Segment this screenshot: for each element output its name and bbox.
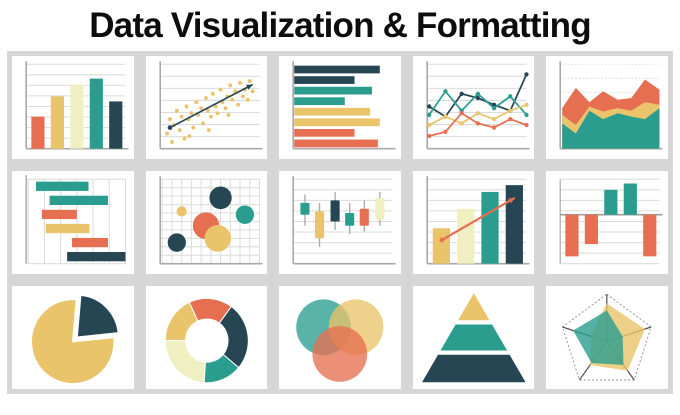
bar-chart-svg (25, 61, 129, 150)
pie-chart-svg (30, 294, 120, 385)
pyramid-chart-svg (420, 291, 527, 384)
bubble-chart-svg (158, 176, 263, 265)
thumbnail-line-chart (412, 56, 535, 159)
thumbnail-bubble-chart (145, 171, 268, 274)
thumbnail-trend-bar-chart (412, 171, 535, 274)
radar-chart-svg (562, 293, 653, 381)
thumbnail-candlestick-chart (279, 171, 401, 274)
title-bar: Data Visualization & Formatting (0, 6, 680, 46)
thumbnail-pyramid-chart (412, 286, 535, 389)
trendbar-chart-svg (426, 176, 530, 265)
thumbnail-pie-chart (12, 286, 134, 389)
candlestick-chart-svg (292, 176, 396, 265)
thumbnail-scatter-plot (145, 56, 268, 159)
area-chart-svg (559, 61, 663, 150)
thumbnail-radar-chart (546, 286, 668, 389)
thumbnail-bar-chart (12, 56, 134, 159)
thumbnail-donut-chart (145, 286, 268, 389)
line-chart-svg (426, 61, 530, 150)
thumbnail-venn-diagram (279, 286, 401, 389)
chart-grid (7, 51, 673, 394)
hbar-chart-svg (292, 61, 396, 150)
thumbnail-horizontal-bar-chart (279, 56, 401, 159)
thumbnail-gantt-chart (12, 171, 134, 274)
donut-chart-svg (164, 297, 249, 384)
scatter-chart-svg (158, 61, 263, 150)
page-title: Data Visualization & Formatting (89, 6, 591, 45)
posneg-chart-svg (559, 178, 663, 265)
thumbnail-positive-negative-chart (546, 171, 668, 274)
thumbnail-area-chart (546, 56, 668, 159)
gantt-chart-svg (25, 175, 126, 265)
venn-chart-svg (296, 299, 384, 382)
